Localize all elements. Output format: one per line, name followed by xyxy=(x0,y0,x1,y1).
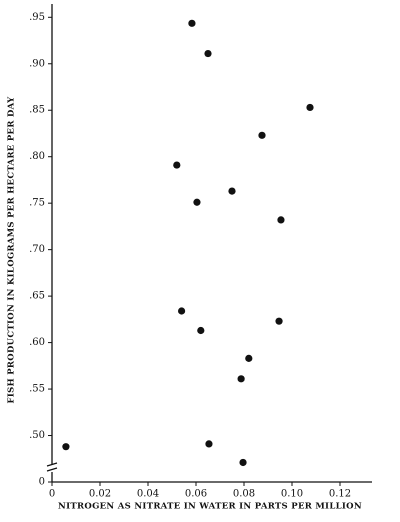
x-tick-label: 0 xyxy=(49,489,55,500)
y-tick-label: .70 xyxy=(29,244,45,255)
point xyxy=(178,307,186,315)
point xyxy=(205,440,213,448)
point xyxy=(277,216,285,224)
point xyxy=(306,103,314,112)
point xyxy=(228,187,236,195)
x-tick-label: 0.06 xyxy=(185,489,207,500)
y-tick-label: .50 xyxy=(29,430,45,441)
y-tick-label: 0 xyxy=(39,477,45,488)
point xyxy=(245,354,253,362)
x-tick-label: 0.12 xyxy=(329,489,351,500)
point xyxy=(188,19,196,27)
point xyxy=(173,161,181,169)
point xyxy=(275,317,283,325)
axis-break xyxy=(46,462,58,467)
y-tick-label: .85 xyxy=(29,105,45,116)
point xyxy=(258,131,266,139)
point xyxy=(62,443,70,451)
axis-break xyxy=(46,467,58,472)
x-tick-label: 0.10 xyxy=(281,489,303,500)
y-tick-label: .65 xyxy=(29,291,45,302)
x-tick-label: 0.02 xyxy=(89,489,111,500)
point xyxy=(239,458,247,467)
y-tick-label: .75 xyxy=(29,198,45,209)
x-tick-label: 0.04 xyxy=(137,489,159,500)
point xyxy=(197,326,205,335)
y-tick-label: .55 xyxy=(29,384,45,395)
point xyxy=(237,375,245,383)
y-tick-label: .60 xyxy=(29,337,45,348)
point xyxy=(193,198,201,206)
y-tick-label: .80 xyxy=(29,151,45,162)
y-tick-label: .90 xyxy=(29,58,45,69)
y-axis-title: FISH PRODUCTION IN KILOGRAMS PER HECTARE… xyxy=(7,96,17,404)
point xyxy=(204,49,212,58)
x-axis-title: NITROGEN AS NITRATE IN WATER IN PARTS PE… xyxy=(58,502,362,512)
x-tick-label: 0.08 xyxy=(233,489,255,500)
y-tick-label: .95 xyxy=(29,12,45,23)
